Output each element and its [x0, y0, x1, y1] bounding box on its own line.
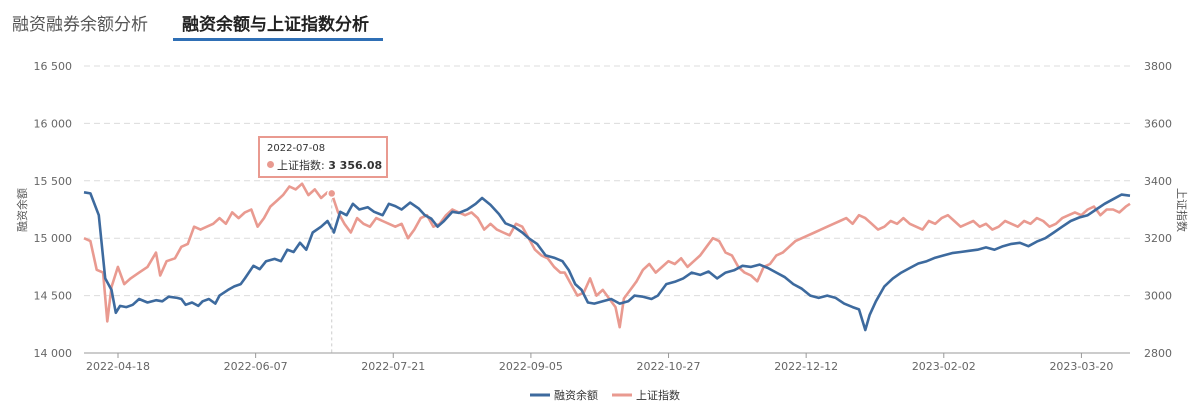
tooltip-value: 3 356.08 [328, 159, 383, 172]
y-axis-left: 14 000 14 500 15 000 15 500 16 000 16 500 [34, 60, 73, 360]
legend-label-sse-index: 上证指数 [636, 388, 680, 402]
y-left-tick-label: 14 000 [34, 347, 73, 360]
series-line-sse-index [83, 182, 1131, 329]
y-left-tick-label: 15 000 [34, 232, 73, 245]
tooltip-series-name: 上证指数 [277, 159, 321, 172]
y-right-tick-label: 2800 [1144, 347, 1172, 360]
y-right-tick-label: 3400 [1144, 175, 1172, 188]
x-tick-label: 2022-07-21 [361, 360, 425, 373]
y-left-tick-label: 15 500 [34, 175, 73, 188]
tooltip-series-marker [267, 161, 274, 168]
x-tick-label: 2022-04-18 [86, 360, 150, 373]
tab-margin-trading-balance[interactable]: 融资融券余额分析 [12, 15, 148, 35]
y-left-tick-label: 16 500 [34, 60, 73, 73]
tooltip-row: 上证指数: 3 356.08 [267, 157, 386, 173]
series-line-financing-balance [83, 191, 1131, 332]
x-tick-label: 2022-09-05 [499, 360, 563, 373]
x-tick-label: 2023-02-02 [912, 360, 976, 373]
tooltip-date: 2022-07-08 [267, 143, 326, 154]
x-tick-label: 2023-03-20 [1049, 360, 1113, 373]
y-left-tick-label: 16 000 [34, 117, 73, 130]
tab-financing-vs-sse-index[interactable]: 融资余额与上证指数分析 [182, 15, 369, 35]
grid-lines [84, 65, 1130, 297]
y-axis-left-title: 融资余额 [15, 188, 29, 232]
x-tick-label: 2022-10-27 [637, 360, 701, 373]
hover-point-marker [326, 188, 337, 199]
y-right-tick-label: 3000 [1144, 290, 1172, 303]
y-axis-right-title: 上证指数 [1175, 188, 1189, 232]
legend-label-financing-balance: 融资余额 [554, 388, 598, 402]
x-tick-label: 2022-12-12 [774, 360, 838, 373]
legend[interactable]: 融资余额 上证指数 [530, 388, 680, 402]
y-right-tick-label: 3800 [1144, 60, 1172, 73]
series-lines [83, 182, 1131, 353]
active-tab-indicator [173, 38, 383, 41]
y-left-tick-label: 14 500 [34, 290, 73, 303]
x-axis: 2022-04-18 2022-06-07 2022-07-21 2022-09-05… [84, 352, 1130, 373]
y-right-tick-label: 3200 [1144, 232, 1172, 245]
tab-bar: 融资融券余额分析 融资余额与上证指数分析 [0, 0, 1200, 44]
data-tooltip: 2022-07-08 上证指数: 3 356.08 [258, 136, 388, 178]
y-right-tick-label: 3600 [1144, 117, 1172, 130]
x-tick-label: 2022-06-07 [224, 360, 288, 373]
y-axis-right: 2800 3000 3200 3400 3600 3800 [1144, 60, 1172, 360]
